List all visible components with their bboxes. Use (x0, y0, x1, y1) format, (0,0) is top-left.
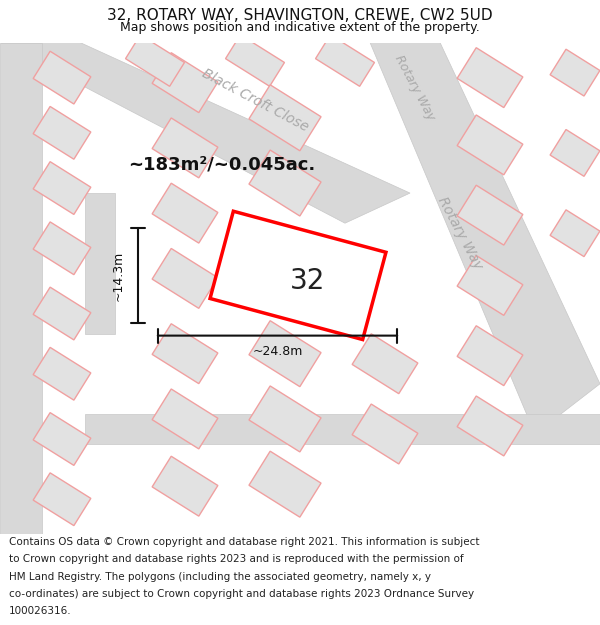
Polygon shape (457, 115, 523, 175)
Polygon shape (33, 348, 91, 400)
Polygon shape (152, 324, 218, 384)
Text: 100026316.: 100026316. (9, 606, 71, 616)
Text: co-ordinates) are subject to Crown copyright and database rights 2023 Ordnance S: co-ordinates) are subject to Crown copyr… (9, 589, 474, 599)
Polygon shape (0, 42, 42, 534)
Polygon shape (0, 42, 410, 223)
Polygon shape (352, 334, 418, 394)
Polygon shape (125, 35, 184, 86)
Polygon shape (316, 35, 374, 86)
Polygon shape (85, 193, 115, 334)
Polygon shape (33, 106, 91, 159)
Polygon shape (550, 49, 600, 96)
Polygon shape (33, 51, 91, 104)
Polygon shape (457, 326, 523, 386)
Text: Rotary Way: Rotary Way (435, 194, 485, 272)
Polygon shape (226, 35, 284, 86)
Text: Black Croft Close: Black Croft Close (199, 67, 311, 135)
Polygon shape (352, 404, 418, 464)
Text: Rotary Way: Rotary Way (392, 53, 437, 122)
Polygon shape (33, 412, 91, 466)
Polygon shape (33, 162, 91, 214)
Text: ~183m²/~0.045ac.: ~183m²/~0.045ac. (128, 156, 316, 174)
Polygon shape (249, 451, 321, 517)
Text: 32, ROTARY WAY, SHAVINGTON, CREWE, CW2 5UD: 32, ROTARY WAY, SHAVINGTON, CREWE, CW2 5… (107, 9, 493, 24)
Polygon shape (152, 389, 218, 449)
Polygon shape (152, 118, 218, 178)
Text: ~24.8m: ~24.8m (253, 345, 302, 358)
Text: 32: 32 (290, 268, 326, 296)
Polygon shape (457, 185, 523, 245)
Polygon shape (249, 150, 321, 216)
Polygon shape (85, 414, 600, 444)
Text: to Crown copyright and database rights 2023 and is reproduced with the permissio: to Crown copyright and database rights 2… (9, 554, 464, 564)
Text: HM Land Registry. The polygons (including the associated geometry, namely x, y: HM Land Registry. The polygons (includin… (9, 571, 431, 581)
Polygon shape (152, 52, 218, 112)
Polygon shape (249, 386, 321, 452)
Polygon shape (550, 210, 600, 257)
Polygon shape (210, 211, 386, 339)
Text: ~14.3m: ~14.3m (112, 250, 125, 301)
Polygon shape (457, 396, 523, 456)
Polygon shape (33, 287, 91, 340)
Polygon shape (33, 473, 91, 526)
Polygon shape (249, 85, 321, 151)
Polygon shape (550, 129, 600, 176)
Polygon shape (457, 256, 523, 316)
Polygon shape (249, 321, 321, 387)
Polygon shape (152, 183, 218, 243)
Polygon shape (370, 42, 600, 434)
Polygon shape (152, 249, 218, 308)
Text: Map shows position and indicative extent of the property.: Map shows position and indicative extent… (120, 21, 480, 34)
Polygon shape (152, 456, 218, 516)
Polygon shape (457, 48, 523, 108)
Text: Contains OS data © Crown copyright and database right 2021. This information is : Contains OS data © Crown copyright and d… (9, 537, 479, 547)
Polygon shape (33, 222, 91, 274)
